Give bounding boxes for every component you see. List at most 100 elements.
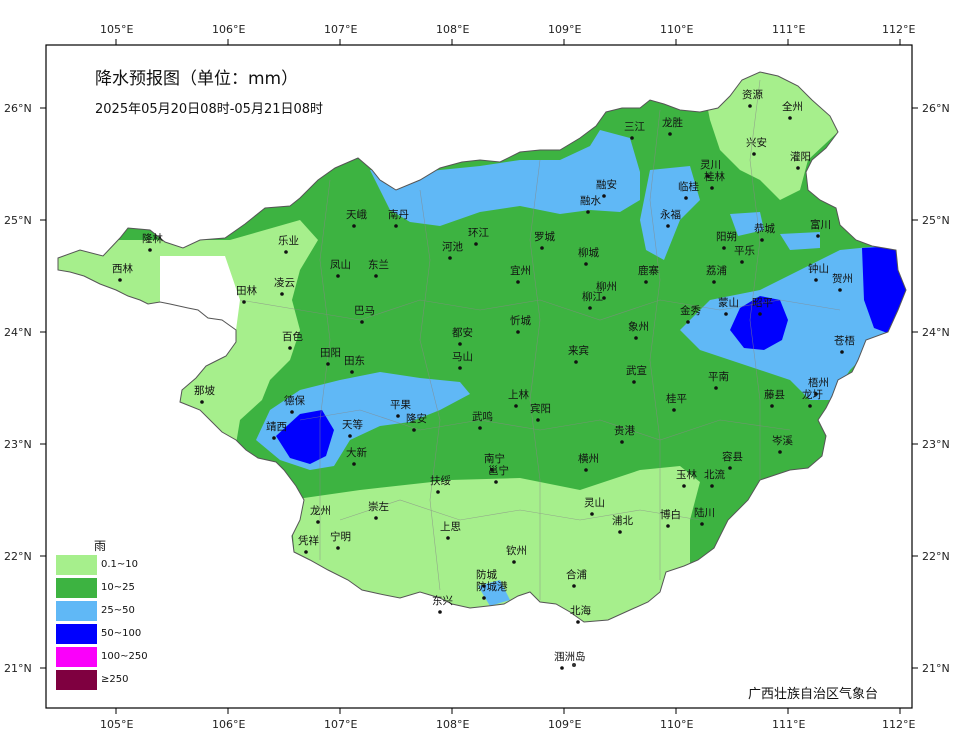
legend-swatch (56, 624, 97, 644)
city-label: 平乐 (734, 245, 755, 257)
city-dot (710, 186, 714, 190)
legend-swatch (56, 601, 97, 621)
city-label: 蒙山 (718, 296, 739, 309)
city-label: 凤山 (330, 259, 351, 271)
city-dot (200, 400, 204, 404)
city-label: 天峨 (346, 209, 367, 221)
city-label: 田林 (236, 284, 257, 297)
city-label: 龙州 (310, 504, 331, 517)
city-label: 资源 (742, 88, 763, 101)
lon-label: 110°E (660, 23, 693, 36)
lon-label: 109°E (548, 718, 581, 731)
lon-label: 111°E (772, 718, 805, 731)
lon-label: 111°E (772, 23, 805, 36)
city-label: 天等 (342, 418, 363, 431)
city-dot (396, 414, 400, 418)
city-label: 田东 (344, 354, 365, 367)
city-label: 隆林 (142, 232, 163, 245)
city-dot (682, 484, 686, 488)
city-dot (618, 530, 622, 534)
city-label: 融安 (596, 178, 617, 191)
city-dot (438, 610, 442, 614)
city-dot (748, 104, 752, 108)
city-label: 宾阳 (530, 402, 551, 415)
city-label: 灵山 (584, 497, 605, 509)
city-label: 都安 (452, 326, 473, 339)
city-label: 贵港 (614, 424, 635, 437)
city-dot (458, 366, 462, 370)
rain-25-50-region (730, 212, 764, 236)
lat-label: 25°N (922, 214, 950, 227)
city-dot (632, 380, 636, 384)
city-dot (586, 210, 590, 214)
city-label: 凌云 (274, 276, 295, 289)
map-title: 降水预报图（单位：mm） (95, 69, 299, 89)
lat-label: 21°N (922, 662, 950, 675)
city-dot (374, 516, 378, 520)
lat-label: 26°N (4, 102, 32, 115)
lat-label: 23°N (4, 438, 32, 451)
city-label: 陆川 (694, 506, 715, 519)
city-dot (304, 550, 308, 554)
lon-label: 108°E (436, 23, 469, 36)
city-label: 防城 (476, 568, 497, 581)
city-label: 南丹 (388, 208, 409, 221)
legend-swatch (56, 578, 97, 598)
city-label: 北海 (570, 604, 591, 617)
city-label: 柳州 (596, 280, 617, 293)
city-dot (474, 242, 478, 246)
city-label: 临桂 (678, 180, 699, 193)
city-label: 乐业 (278, 235, 299, 247)
city-dot (374, 274, 378, 278)
city-label: 隆安 (406, 412, 427, 425)
city-dot (280, 292, 284, 296)
city-dot (458, 342, 462, 346)
lon-label: 106°E (212, 23, 245, 36)
county-boundaries (239, 79, 841, 600)
city-label: 桂林 (704, 170, 725, 183)
city-dot (728, 466, 732, 470)
city-dot (272, 436, 276, 440)
legend-label: ≥250 (101, 674, 129, 685)
city-label: 百色 (282, 330, 303, 343)
city-dot (316, 520, 320, 524)
city-label: 宁明 (330, 530, 351, 543)
city-label: 靖西 (266, 420, 287, 433)
lat-label: 26°N (922, 102, 950, 115)
city-dot (326, 362, 330, 366)
city-dot (448, 256, 452, 260)
city-dot (740, 260, 744, 264)
city-label: 岑溪 (772, 435, 793, 447)
city-label: 藤县 (764, 389, 785, 401)
lon-label: 110°E (660, 718, 693, 731)
city-label: 上林 (508, 388, 529, 401)
city-label: 南宁 (484, 452, 505, 465)
city-label: 巴马 (354, 305, 375, 317)
city-label: 大新 (346, 446, 367, 459)
city-dot (516, 330, 520, 334)
city-label: 邕宁 (488, 464, 509, 477)
city-label: 玉林 (676, 468, 697, 481)
rain-25-50-region (640, 166, 700, 260)
lon-label: 109°E (548, 23, 581, 36)
city-dot (840, 350, 844, 354)
province-outline (57, 71, 907, 623)
legend-title: 雨 (94, 539, 107, 553)
city-label: 桂平 (666, 392, 687, 405)
city-label: 龙胜 (662, 116, 683, 129)
city-label: 上思 (440, 521, 461, 533)
city-label: 容县 (722, 450, 743, 463)
rain-25-50-region (780, 232, 820, 250)
city-dot (478, 426, 482, 430)
legend-swatch (56, 555, 97, 575)
lat-label: 22°N (4, 550, 32, 563)
weizhou-island (572, 663, 576, 667)
city-dot (684, 196, 688, 200)
legend-label: 10~25 (101, 582, 135, 593)
legend-item: 50~100 (56, 624, 216, 646)
city-label: 武鸣 (472, 410, 493, 423)
city-dot (348, 434, 352, 438)
lon-label: 107°E (324, 718, 357, 731)
legend-label: 50~100 (101, 628, 142, 639)
axis-labels: 105°E 106°E 107°E 108°E 109°E 110°E 111°… (4, 23, 950, 731)
